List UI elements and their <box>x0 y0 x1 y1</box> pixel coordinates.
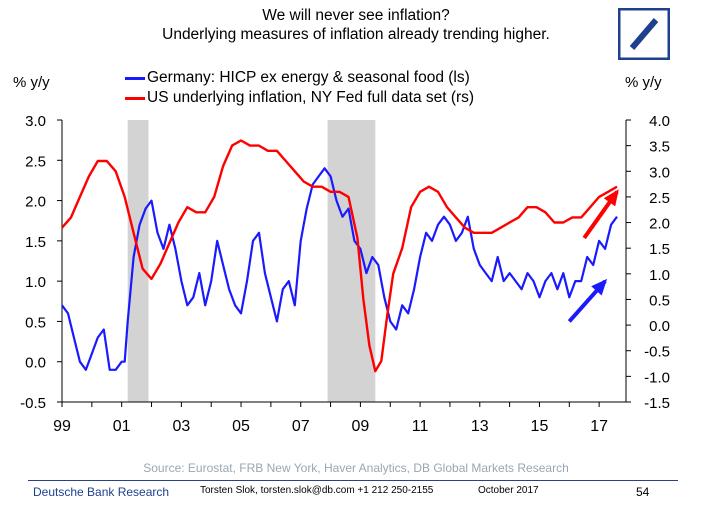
legend-swatch-germany <box>125 76 145 80</box>
legend: Germany: HICP ex energy & seasonal food … <box>125 68 474 108</box>
left-tick-label: -0.5 <box>20 395 46 412</box>
x-tick-label: 17 <box>590 418 608 435</box>
right-tick-label: -0.5 <box>644 344 670 361</box>
right-tick-label: 0.5 <box>649 292 670 309</box>
source-note: Source: Eurostat, FRB New York, Haver An… <box>143 461 569 475</box>
legend-swatch-us <box>125 96 145 100</box>
left-tick-label: 1.0 <box>25 274 46 291</box>
right-axis-unit: % y/y <box>625 74 662 91</box>
recession-band-1 <box>327 120 376 402</box>
legend-item-germany: Germany: HICP ex energy & seasonal food … <box>125 68 474 88</box>
left-tick-label: 2.5 <box>25 153 46 170</box>
x-tick-label: 05 <box>232 418 250 435</box>
x-tick-label: 07 <box>292 418 310 435</box>
deutsche-bank-logo <box>618 8 670 60</box>
left-tick-label: 1.5 <box>25 234 46 251</box>
right-tick-label: 3.0 <box>649 164 670 181</box>
legend-item-us: US underlying inflation, NY Fed full dat… <box>125 88 474 108</box>
legend-label-germany: Germany: HICP ex energy & seasonal food … <box>147 69 470 86</box>
right-tick-label: -1.5 <box>644 395 670 412</box>
right-tick-label: 4.0 <box>649 113 670 130</box>
left-axis-unit: % y/y <box>13 74 50 91</box>
right-tick-label: -1.0 <box>644 369 670 386</box>
trend-arrowhead-blue <box>591 278 608 296</box>
x-tick-label: 03 <box>172 418 190 435</box>
line-chart: -0.5 0.0 0.5 1.0 1.5 2.0 2.5 3.0 -1.5 -1.0 -0.5 0.0… <box>20 113 670 435</box>
x-tick-label: 09 <box>352 418 370 435</box>
right-tick-label: 0.0 <box>649 318 670 335</box>
logo-slash <box>629 18 659 50</box>
chart-title: We will never see inflation? Underlying … <box>0 6 712 44</box>
footer-divider <box>28 480 678 481</box>
right-tick-label: 2.0 <box>649 216 670 233</box>
x-tick-label: 99 <box>53 418 71 435</box>
footer-date: October 2017 <box>478 485 539 496</box>
left-tick-label: 2.0 <box>25 194 46 211</box>
title-line-1: We will never see inflation? <box>262 7 450 24</box>
x-tick-label: 01 <box>113 418 131 435</box>
series-line-germany <box>61 167 618 371</box>
page-number: 54 <box>636 485 650 499</box>
series-line-us <box>61 139 618 373</box>
left-tick-label: 3.0 <box>25 113 46 130</box>
x-tick-label: 11 <box>412 418 429 435</box>
right-tick-label: 2.5 <box>649 190 670 207</box>
right-tick-label: 3.5 <box>649 139 670 156</box>
x-tick-label: 15 <box>531 418 549 435</box>
trend-arrowhead-red <box>603 189 619 207</box>
title-line-2: Underlying measures of inflation already… <box>162 26 550 43</box>
footer-brand: Deutsche Bank Research <box>33 485 170 499</box>
footer-author: Torsten Slok, torsten.slok@db.com +1 212… <box>200 485 434 496</box>
recession-band-0 <box>127 120 149 402</box>
left-tick-label: 0.5 <box>25 314 46 331</box>
x-tick-label: 13 <box>471 418 489 435</box>
right-tick-label: 1.5 <box>649 241 670 258</box>
legend-label-us: US underlying inflation, NY Fed full dat… <box>147 89 475 106</box>
right-tick-label: 1.0 <box>649 267 670 284</box>
left-tick-label: 0.0 <box>25 355 46 372</box>
